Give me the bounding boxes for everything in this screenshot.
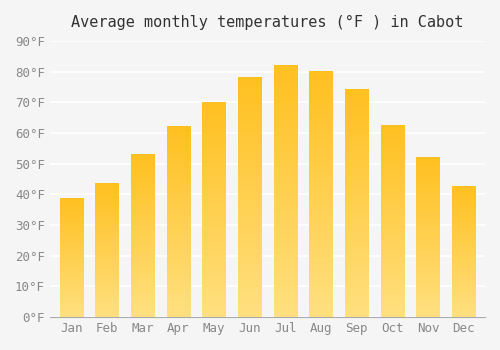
Title: Average monthly temperatures (°F ) in Cabot: Average monthly temperatures (°F ) in Ca… <box>71 15 464 30</box>
